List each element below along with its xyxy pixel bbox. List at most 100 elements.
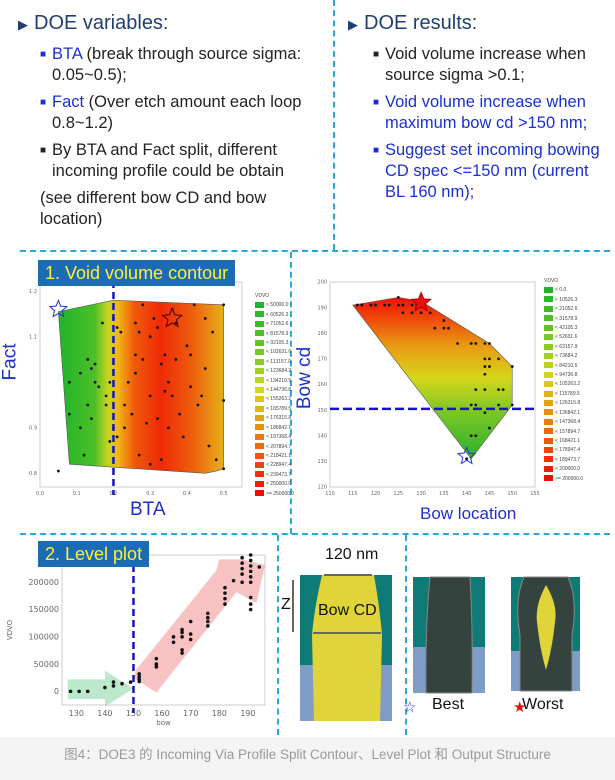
legend-item: < 123684.2 — [255, 367, 294, 376]
data-point — [180, 635, 184, 639]
bullet-split: ■ By BTA and Fact split, different incomi… — [40, 141, 285, 180]
legend-item: < 73684.2 — [544, 352, 583, 361]
data-point — [497, 403, 500, 407]
data-point — [104, 403, 108, 407]
data-point — [67, 380, 71, 384]
worst-star-icon: ★ — [513, 698, 526, 716]
y-tick-label: 100000 — [28, 632, 59, 641]
legend-item: < 105263.2 — [544, 380, 583, 389]
worst-star-icon — [161, 307, 183, 328]
data-point — [465, 457, 469, 461]
data-point — [223, 596, 227, 601]
legend-swatch — [255, 452, 264, 459]
legend-swatch — [544, 296, 553, 303]
divider — [333, 0, 335, 250]
legend-swatch — [255, 396, 264, 403]
data-point — [396, 295, 400, 299]
data-point — [120, 681, 124, 686]
legend-item: < 92105.3 — [255, 339, 294, 348]
divider — [405, 535, 407, 735]
legend-swatch — [255, 302, 264, 309]
data-point — [141, 303, 145, 307]
y-tick-label: 160 — [317, 382, 327, 388]
data-point — [111, 684, 116, 688]
data-point — [223, 591, 227, 595]
y-tick-label: 200000 — [28, 578, 59, 587]
bullet-bta: ■ BTA (break through source sigma: 0.05~0… — [40, 45, 302, 84]
data-point — [189, 385, 192, 389]
legend-item: < 134210.5 — [255, 377, 294, 386]
legend-item: < 113157.9 — [255, 358, 294, 367]
data-point — [240, 566, 244, 571]
data-point — [200, 394, 204, 398]
data-point — [469, 342, 473, 345]
legend-label: < 50000.0 — [266, 302, 289, 309]
legend-swatch — [255, 339, 264, 346]
legend-item: >= 200000.0 — [544, 475, 583, 484]
data-point — [222, 467, 226, 471]
x-tick-label: 155 — [530, 491, 540, 497]
legend-swatch — [255, 386, 264, 393]
legend-item: < 60526.3 — [255, 311, 294, 320]
legend-item: < 63157.9 — [544, 343, 583, 352]
legend-swatch — [544, 362, 553, 369]
structure-diagrams: ☆ ★ — [292, 574, 580, 721]
legend-item: < 189473.7 — [544, 456, 583, 465]
legend-label: < 168421.1 — [555, 437, 581, 444]
green-arrow — [67, 670, 134, 707]
legend-label: < 63157.9 — [555, 343, 578, 350]
data-point — [188, 619, 193, 624]
legend-item: < 126315.8 — [544, 399, 583, 408]
legend-label: < 155263.2 — [266, 396, 292, 403]
bow-contour-chart: 110 115 120 125 130 135 140 145 150 155 120 130 140 1… — [317, 280, 540, 497]
data-point — [159, 362, 163, 366]
data-point — [248, 569, 253, 574]
heading-text: DOE results: — [364, 12, 478, 34]
data-point — [103, 685, 107, 690]
data-point — [474, 434, 478, 438]
divider — [277, 535, 279, 735]
y-tick-label: 120 — [317, 485, 327, 491]
data-point — [510, 365, 514, 368]
data-point — [148, 462, 152, 466]
x-tick-label: 140 — [462, 491, 472, 497]
legend-label: < 10526.3 — [555, 296, 578, 303]
legend-item: >= 250000.0 — [255, 490, 294, 499]
data-point — [171, 635, 176, 639]
legend-item: < 144736.8 — [255, 386, 294, 395]
y-tick-label: 50000 — [34, 660, 59, 669]
legend-label: < 197368.4 — [266, 434, 292, 441]
legend-item: < 176315.8 — [255, 414, 294, 423]
y-tick-label: 150 — [317, 408, 327, 414]
data-point — [203, 367, 207, 370]
y-tick-label: 0.9 — [29, 425, 37, 431]
legend-item: < 197368.4 — [255, 433, 294, 442]
legend-item: < 21052.6 — [544, 305, 583, 314]
data-point — [483, 342, 487, 345]
legend-swatch — [544, 315, 553, 322]
data-point — [474, 388, 478, 392]
data-point — [497, 388, 500, 392]
legend-swatch — [544, 475, 553, 482]
data-point — [159, 458, 163, 462]
data-point — [483, 388, 487, 392]
data-point — [240, 561, 244, 565]
data-point — [137, 677, 141, 682]
data-point — [97, 385, 101, 389]
x-tick-label: 120 — [371, 491, 381, 497]
legend-item: < 228947.4 — [255, 461, 294, 470]
bullet-text: Suggest set incoming bowing CD spec <=15… — [385, 141, 600, 201]
x-tick-label: 110 — [325, 491, 335, 497]
data-point — [223, 602, 227, 606]
legend-label: < 250000.0 — [266, 481, 292, 488]
bullet-text: (break through source sigma: 0.05~0.5); — [52, 45, 302, 84]
data-point — [108, 440, 112, 443]
legend-swatch — [544, 446, 553, 453]
legend-item: < 84210.5 — [544, 362, 583, 371]
legend-item: < 165789.5 — [255, 405, 294, 414]
worst-star-icon — [410, 291, 432, 312]
legend-label: < 207894.7 — [266, 443, 292, 450]
legend-item: < 239473.7 — [255, 471, 294, 480]
legend-swatch — [544, 409, 553, 416]
